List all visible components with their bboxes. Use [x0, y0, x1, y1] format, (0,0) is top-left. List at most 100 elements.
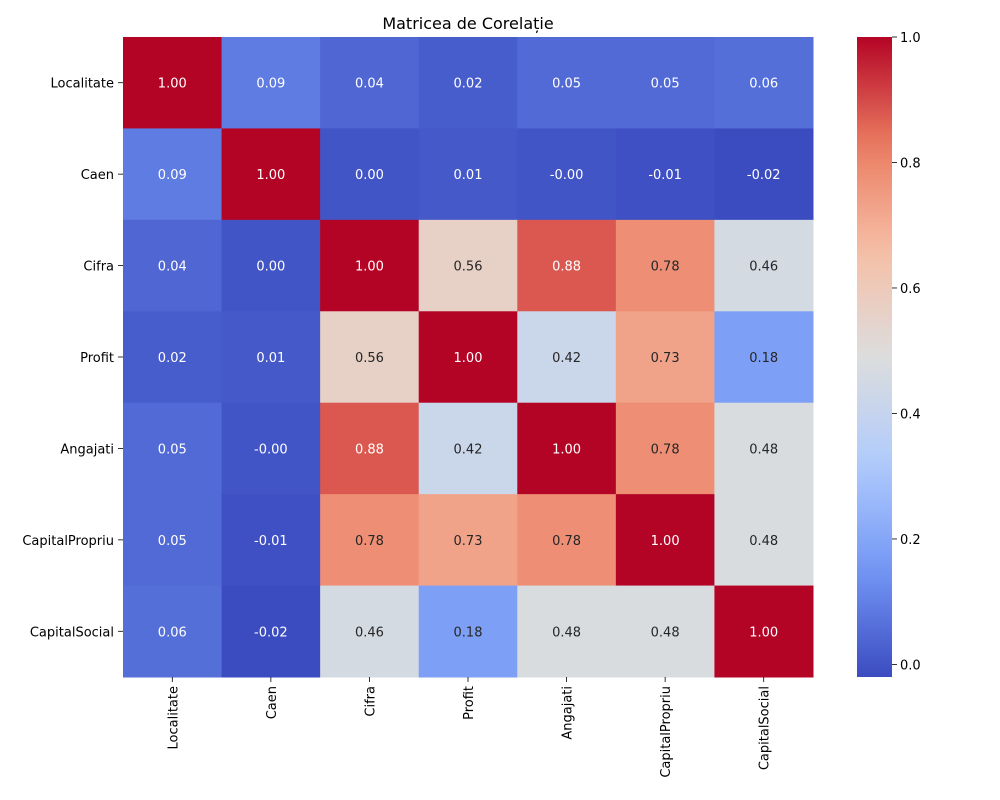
heatmap-cell — [123, 128, 223, 221]
column-tick-label: Localitate — [166, 686, 181, 749]
cell-value-label: 0.04 — [355, 77, 384, 92]
colorbar-tick-label: 0.2 — [900, 533, 921, 548]
cell-value-label: 0.48 — [749, 442, 778, 457]
heatmap-cell — [418, 402, 518, 495]
cell-value-label: 0.78 — [651, 442, 680, 457]
cell-value-label: 0.56 — [454, 260, 483, 275]
cell-value-label: 0.02 — [158, 351, 187, 366]
cell-value-label: 0.00 — [355, 168, 384, 183]
heatmap-cell — [714, 37, 814, 129]
colorbar-tick-label: 1.0 — [900, 31, 921, 46]
cell-value-label: 0.05 — [158, 442, 187, 457]
heatmap-cell — [714, 585, 814, 678]
heatmap-cell — [418, 585, 518, 678]
heatmap-cell — [221, 311, 321, 404]
heatmap-cell — [615, 494, 715, 587]
cell-value-label: 0.48 — [552, 625, 581, 640]
column-tick-label: Caen — [265, 686, 280, 719]
cell-value-label: 0.46 — [749, 260, 778, 275]
heatmap-cell — [615, 585, 715, 678]
cell-value-label: 0.00 — [256, 260, 285, 275]
cell-value-label: 0.18 — [749, 351, 778, 366]
cell-value-label: -0.00 — [254, 442, 288, 457]
cell-value-label: 0.73 — [651, 351, 680, 366]
heatmap-cell — [320, 128, 420, 221]
heatmap-cell — [221, 128, 321, 221]
cell-value-label: 0.78 — [552, 534, 581, 549]
cell-value-label: 0.09 — [158, 168, 187, 183]
heatmap-cell — [615, 128, 715, 221]
column-tick-label: Profit — [462, 686, 477, 720]
heatmap-cell — [517, 494, 617, 587]
cell-value-label: 0.88 — [355, 442, 384, 457]
heatmap-cell — [517, 37, 617, 129]
heatmap-cell — [123, 311, 223, 404]
heatmap-cell — [320, 219, 420, 312]
cell-value-label: 1.00 — [454, 351, 483, 366]
cell-value-label: 0.01 — [454, 168, 483, 183]
column-tick-labels: Localitate Caen Cifra Profit Angajati Capital… — [166, 677, 773, 778]
cell-value-label: 0.06 — [158, 625, 187, 640]
colorbar-tick-label: 0.8 — [900, 156, 921, 171]
heatmap-cell — [517, 585, 617, 678]
heatmap-cells: 1.00 0.09 0.04 0.02 0.05 0.05 0.06 0.09 1.00 0.00… — [123, 37, 814, 678]
cell-value-label: 1.00 — [256, 168, 285, 183]
cell-value-label: 0.05 — [651, 77, 680, 92]
row-tick-label: Angajati — [60, 442, 114, 457]
heatmap-cell — [320, 37, 420, 129]
cell-value-label: 1.00 — [651, 534, 680, 549]
colorbar-tick-label: 0.6 — [900, 282, 921, 297]
cell-value-label: 0.78 — [651, 260, 680, 275]
heatmap-cell — [418, 219, 518, 312]
heatmap-cell — [714, 128, 814, 221]
row-tick-label: CapitalSocial — [30, 625, 114, 640]
row-tick-label: Caen — [81, 168, 114, 183]
heatmap-cell — [418, 128, 518, 221]
cell-value-label: 0.78 — [355, 534, 384, 549]
cell-value-label: -0.00 — [550, 168, 584, 183]
heatmap-cell — [615, 37, 715, 129]
cell-value-label: 1.00 — [749, 625, 778, 640]
heatmap-cell — [320, 402, 420, 495]
heatmap-cell — [221, 219, 321, 312]
heatmap-cell — [320, 585, 420, 678]
heatmap-cell — [123, 219, 223, 312]
heatmap-cell — [517, 219, 617, 312]
colorbar-tick-label: 0.4 — [900, 407, 921, 422]
heatmap-cell — [615, 402, 715, 495]
heatmap-cell — [517, 311, 617, 404]
cell-value-label: -0.02 — [254, 625, 288, 640]
heatmap-cell — [221, 585, 321, 678]
row-tick-labels: Localitate Caen Cifra Profit Angajati Capital… — [22, 77, 123, 640]
heatmap-cell — [123, 585, 223, 678]
row-tick-label: Localitate — [51, 77, 114, 92]
column-tick-label: Cifra — [363, 686, 378, 717]
cell-value-label: 0.01 — [256, 351, 285, 366]
heatmap-cell — [714, 402, 814, 495]
cell-value-label: 0.05 — [552, 77, 581, 92]
heatmap-cell — [221, 37, 321, 129]
heatmap-cell — [714, 494, 814, 587]
row-tick-label: CapitalPropriu — [22, 534, 114, 549]
cell-value-label: 0.48 — [651, 625, 680, 640]
colorbar-tick-label: 0.0 — [900, 658, 921, 673]
cell-value-label: 1.00 — [552, 442, 581, 457]
cell-value-label: 0.18 — [454, 625, 483, 640]
column-tick-label: CapitalSocial — [758, 686, 773, 770]
heatmap-cell — [418, 37, 518, 129]
heatmap-cell — [615, 311, 715, 404]
heatmap-cell — [714, 311, 814, 404]
cell-value-label: 0.73 — [454, 534, 483, 549]
heatmap-cell — [221, 402, 321, 495]
cell-value-label: 0.42 — [454, 442, 483, 457]
cell-value-label: 1.00 — [355, 260, 384, 275]
cell-value-label: 0.88 — [552, 260, 581, 275]
row-tick-label: Profit — [80, 351, 114, 366]
cell-value-label: 0.06 — [749, 77, 778, 92]
column-tick-label: CapitalPropriu — [659, 686, 674, 778]
cell-value-label: 0.42 — [552, 351, 581, 366]
heatmap-cell — [517, 402, 617, 495]
cell-value-label: 0.48 — [749, 534, 778, 549]
